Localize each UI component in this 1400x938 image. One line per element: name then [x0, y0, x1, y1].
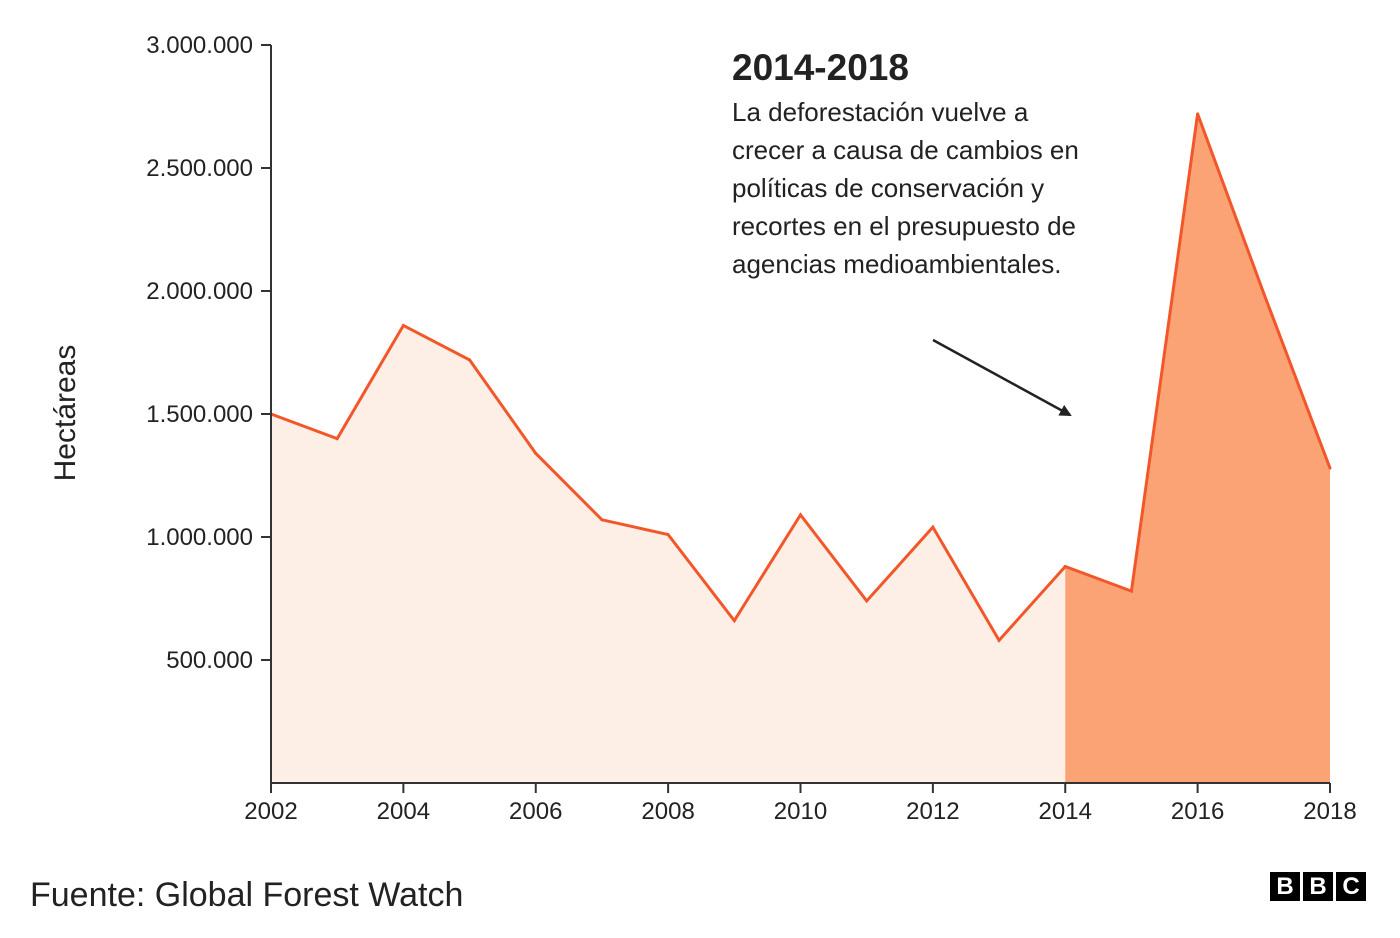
data-point-2011 — [865, 599, 869, 603]
x-tick-label: 2004 — [377, 798, 430, 825]
data-point-2016 — [1196, 112, 1200, 116]
data-point-2015 — [1129, 589, 1133, 593]
data-point-2018 — [1328, 466, 1332, 470]
source-credit: Fuente: Global Forest Watch — [30, 876, 464, 914]
data-point-2008 — [666, 533, 670, 537]
y-tick-label: 500.000 — [166, 647, 253, 674]
x-tick-label: 2014 — [1039, 798, 1092, 825]
y-tick-label: 3.000.000 — [146, 32, 253, 59]
annotation-title: 2014-2018 — [732, 47, 909, 88]
area-2002-2014 — [271, 325, 1066, 783]
x-tick-label: 2016 — [1171, 798, 1224, 825]
area-highlight-2014-2018 — [1065, 113, 1330, 783]
annotation-text: La deforestación vuelve a crecer a causa… — [732, 97, 1079, 279]
data-point-2017 — [1262, 291, 1266, 295]
data-point-2006 — [534, 451, 538, 455]
x-tick-label: 2010 — [774, 798, 827, 825]
data-point-2010 — [799, 513, 802, 517]
bbc-logo-letter: C — [1336, 872, 1366, 901]
y-tick-label: 2.000.000 — [146, 278, 253, 305]
x-tick-label: 2012 — [906, 798, 959, 825]
bbc-logo-letter: B — [1270, 872, 1300, 901]
data-point-2005 — [468, 358, 472, 362]
bbc-logo: B B C — [1270, 872, 1366, 901]
data-point-2004 — [401, 323, 405, 327]
bbc-logo-letter: B — [1303, 872, 1333, 901]
data-point-2007 — [600, 518, 604, 522]
data-point-2012 — [931, 525, 935, 529]
x-tick-label: 2002 — [244, 798, 297, 825]
x-tick-label: 2008 — [641, 798, 694, 825]
annotation-arrow — [932, 338, 1072, 417]
y-axis-label: Hectáreas — [49, 345, 82, 482]
x-tick-label: 2018 — [1303, 798, 1356, 825]
data-point-2009 — [732, 619, 736, 623]
data-point-2003 — [335, 437, 339, 441]
y-tick-label: 2.500.000 — [146, 155, 253, 182]
data-point-2014 — [1063, 565, 1067, 569]
x-tick-label: 2006 — [509, 798, 562, 825]
data-point-2013 — [997, 638, 1001, 642]
y-tick-label: 1.000.000 — [146, 524, 253, 551]
y-tick-label: 1.500.000 — [146, 401, 253, 428]
